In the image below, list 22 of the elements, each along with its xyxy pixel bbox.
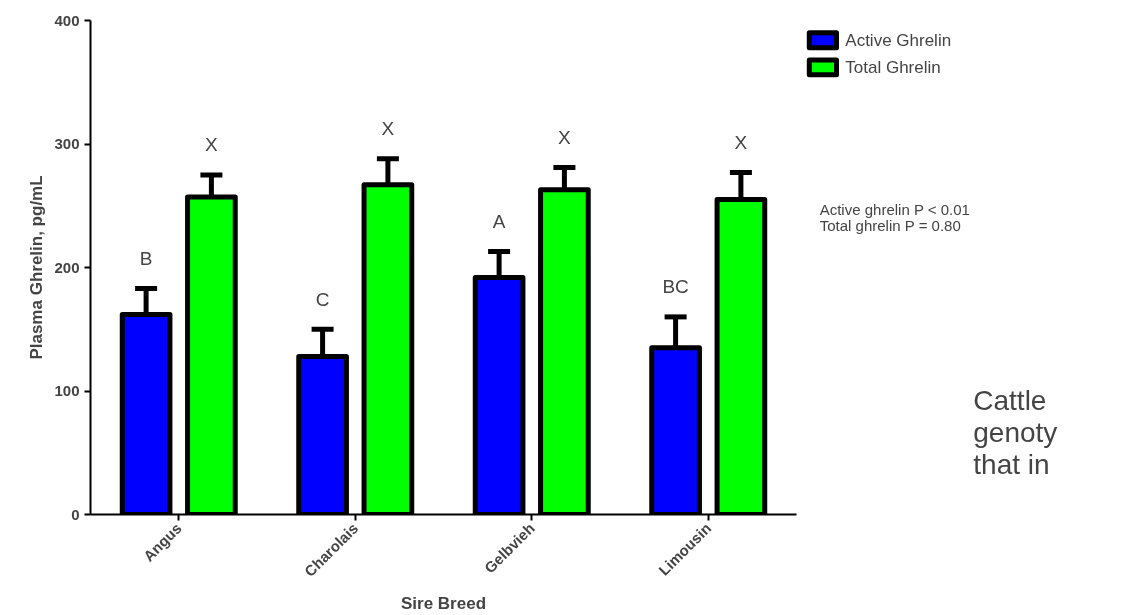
y-tick-label: 400 [54,11,80,29]
legend-label: Active Ghrelin [845,30,952,50]
text: genoty [973,416,1058,448]
data-label: B [139,247,153,269]
y-tick-label: 200 [54,258,80,276]
data-label: X [205,134,219,156]
text: that in [973,448,1050,480]
text: Cattle [973,384,1047,416]
y-tick-label: 100 [54,382,80,399]
data-label: A [492,210,506,232]
y-tick-label: 300 [54,135,80,152]
data-label: X [381,118,395,140]
data-label: X [558,126,572,148]
data-label: BC [662,276,689,298]
y-axis-title: Plasma Ghrelin, pg/mL [27,175,47,360]
text: Active ghrelin P < 0.01 [819,201,970,219]
x-axis-title: Sire Breed [400,593,487,613]
data-label: X [734,131,748,153]
text: Total ghrelin P = 0.80 [819,217,961,235]
legend-label: Total Ghrelin [845,57,941,77]
data-label: C [315,288,330,310]
y-tick-label: 0 [71,505,80,523]
